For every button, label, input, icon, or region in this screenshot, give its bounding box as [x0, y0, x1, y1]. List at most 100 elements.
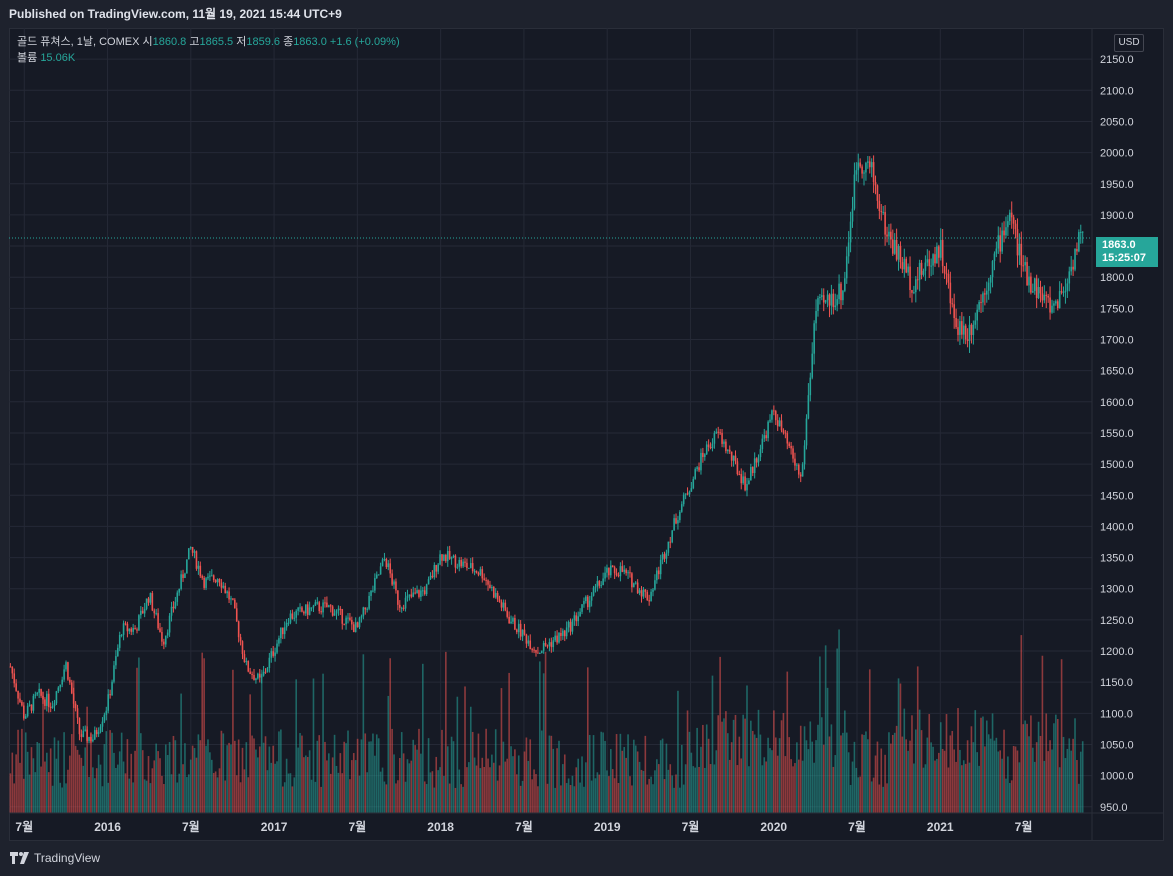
volume-bar: [1020, 635, 1023, 813]
volume-bar: [387, 695, 390, 813]
price-tick-label: 1000.0: [1100, 771, 1134, 783]
volume-bar: [815, 740, 817, 813]
candle-body: [611, 565, 614, 568]
candle-body: [469, 563, 472, 568]
volume-bar: [558, 740, 560, 813]
candle-body: [255, 678, 257, 681]
volume-bar: [563, 754, 566, 813]
volume-bar: [542, 673, 545, 813]
volume-bar: [600, 731, 603, 813]
volume-bar: [126, 739, 129, 813]
candle-body: [9, 666, 12, 668]
candle-body: [435, 565, 438, 572]
candle-body: [491, 586, 493, 588]
candle-body: [957, 327, 959, 335]
tradingview-logo[interactable]: TradingView: [10, 843, 100, 873]
candle-body: [644, 589, 647, 592]
volume-bar: [358, 775, 361, 813]
currency-badge[interactable]: USD: [1114, 34, 1144, 52]
volume-bar: [180, 693, 182, 813]
volume-bar: [686, 710, 689, 813]
candle-body: [402, 607, 405, 609]
candle-body: [82, 730, 85, 737]
volume-bar: [149, 783, 152, 813]
candle-body: [115, 656, 117, 666]
candle-body: [844, 278, 846, 291]
symbol-label[interactable]: 골드 퓨쳐스, 1날, COMEX: [17, 36, 140, 48]
volume-bar: [136, 667, 138, 813]
candle-body: [99, 726, 102, 732]
volume-bar: [984, 746, 986, 813]
volume-bar: [886, 783, 888, 813]
volume-bar: [966, 740, 969, 813]
volume-bar: [86, 706, 88, 813]
time-axis[interactable]: 7월 2016 7월 2017 7월 2018 7월 2019 7월 2020 7월 2021 7월: [9, 812, 1164, 834]
volume-bar: [398, 758, 401, 813]
volume-bar: [197, 734, 200, 813]
volume-bar: [890, 743, 892, 813]
candle-body: [479, 569, 482, 575]
candle-body: [757, 457, 760, 463]
candle-body: [174, 601, 177, 609]
volume-bar: [234, 740, 236, 813]
volume-bar: [191, 745, 194, 813]
candle-body: [961, 321, 963, 335]
candle-body: [633, 583, 635, 588]
candle-body: [598, 581, 601, 586]
volume-bar: [895, 725, 898, 813]
close-value: 1863.0: [293, 36, 327, 48]
candle-body: [506, 610, 509, 617]
volume-bar: [70, 734, 73, 813]
candle-body: [845, 256, 848, 279]
volume-bar: [13, 783, 16, 813]
candle-body: [519, 623, 522, 637]
volume-bar: [168, 742, 171, 813]
candle-body: [176, 592, 179, 602]
price-axis[interactable]: 950.0 1000.0 1050.0 1100.0 1150.0 1200.0 1250.…: [1091, 28, 1134, 841]
candle-body: [147, 598, 150, 603]
candle-body: [784, 432, 787, 434]
volume-bar: [650, 776, 652, 813]
volume-bar: [640, 769, 643, 813]
volume-bar: [817, 724, 819, 813]
volume-bar: [241, 747, 244, 813]
candle-body: [153, 610, 156, 614]
volume-bar: [573, 786, 576, 813]
volume-bar: [938, 752, 940, 813]
volume-bar: [1028, 736, 1030, 813]
candle-body: [249, 671, 251, 675]
candle-body: [17, 690, 19, 699]
volume-bar: [289, 773, 292, 813]
candle-body: [677, 520, 679, 524]
volume-label[interactable]: 볼륨: [17, 52, 38, 64]
volume-bar: [310, 779, 313, 813]
volume-bar: [1058, 767, 1061, 813]
candle-body: [1055, 301, 1057, 304]
candle-body: [42, 695, 44, 700]
volume-bar: [579, 782, 581, 813]
candle-body: [581, 604, 583, 612]
volume-bar: [55, 758, 58, 813]
candle-body: [694, 469, 697, 479]
candle-body: [824, 300, 827, 303]
price-chart[interactable]: 950.0 1000.0 1050.0 1100.0 1150.0 1200.0 1250.…: [9, 28, 1164, 841]
candle-body: [819, 296, 821, 299]
volume-bar: [370, 741, 372, 813]
volume-bar: [617, 783, 620, 813]
candle-body: [397, 590, 399, 605]
volume-bar: [97, 754, 100, 813]
volume-value: 15.06K: [40, 52, 76, 64]
volume-bar: [47, 772, 50, 813]
candle-body: [728, 449, 731, 452]
candle-body: [387, 563, 390, 567]
volume-bar: [1049, 740, 1051, 813]
price-tick-label: 1100.0: [1100, 708, 1133, 720]
volume-bar: [80, 757, 83, 813]
volume-bar: [519, 785, 522, 813]
candle-body: [243, 654, 246, 663]
candle-body: [274, 652, 276, 656]
candle-body: [184, 573, 186, 578]
volume-bar: [525, 737, 528, 813]
volume-bar: [255, 749, 257, 813]
volume-bar: [352, 753, 355, 813]
